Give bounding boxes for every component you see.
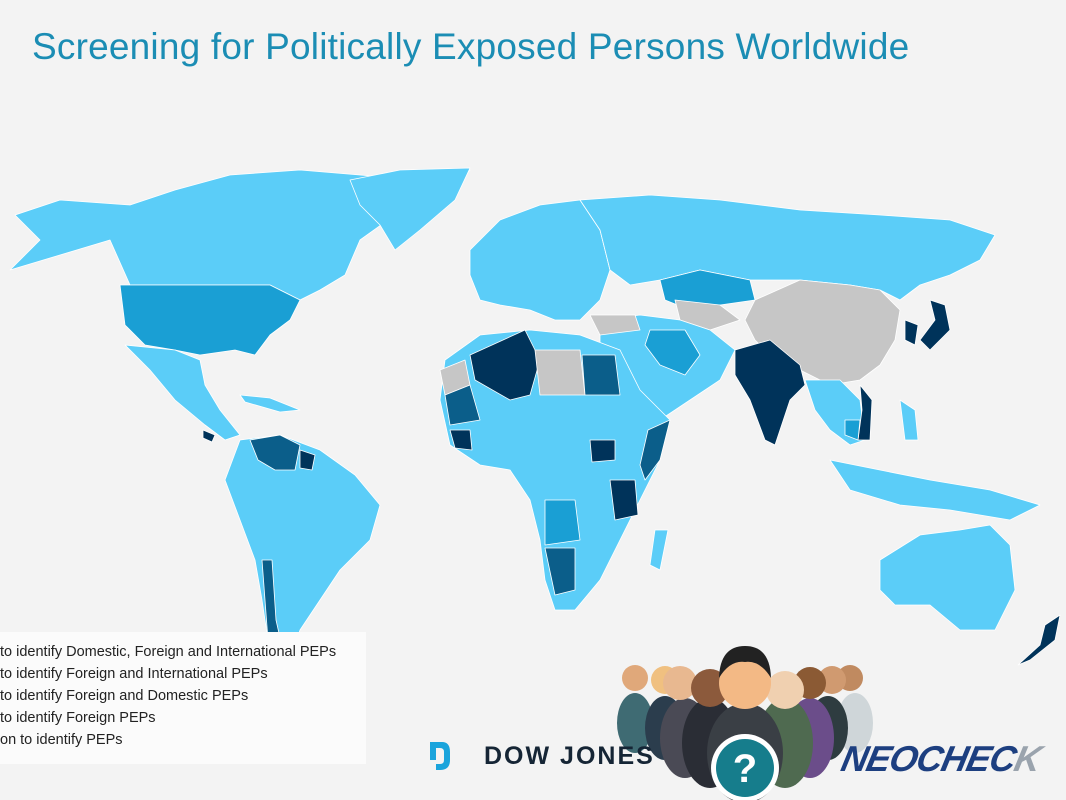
dow-jones-logo: DOW JONES — [428, 740, 655, 772]
region-india — [734, 339, 806, 446]
dow-jones-mark-icon — [430, 742, 450, 770]
region-canada-alaska — [9, 169, 471, 301]
region-caribbean — [239, 394, 301, 413]
region-turkey-gray — [589, 314, 641, 336]
region-angola — [544, 499, 581, 546]
region-vietnam — [857, 384, 873, 441]
region-europe — [469, 199, 611, 321]
region-indonesia — [829, 459, 1041, 521]
region-madagascar — [649, 529, 669, 571]
region-africa — [439, 329, 671, 611]
region-iran — [644, 329, 701, 376]
people-illustration: ? — [617, 646, 873, 800]
region-somalia — [639, 419, 671, 481]
region-algeria — [469, 329, 541, 401]
legend-item: to identify Foreign and International PE… — [0, 666, 268, 682]
region-tanzania — [609, 479, 639, 521]
region-guinea — [449, 429, 473, 451]
region-south-sudan — [589, 439, 616, 463]
region-korea — [904, 319, 919, 346]
region-namibia — [544, 547, 576, 596]
map-legend: to identify Domestic, Foreign and Intern… — [0, 632, 366, 764]
legend-item: to identify Foreign PEPs — [0, 710, 156, 726]
region-australia — [879, 524, 1016, 631]
region-greenland — [349, 167, 471, 251]
neocheck-wordmark: NEOCHEC — [837, 738, 1020, 779]
region-guyana — [299, 449, 316, 471]
region-cambodia — [844, 419, 861, 441]
question-mark-icon: ? — [733, 747, 757, 791]
region-mexico-central — [124, 344, 241, 441]
neocheck-logo: NEOCHECK — [838, 738, 1045, 780]
dow-jones-wordmark: DOW JONES — [484, 741, 655, 770]
region-usa — [119, 284, 301, 356]
legend-item: to identify Foreign and Domestic PEPs — [0, 688, 249, 704]
region-libya-gray — [534, 349, 586, 396]
region-kazakhstan — [659, 269, 756, 311]
region-mauritania — [444, 384, 481, 426]
region-japan — [919, 299, 951, 351]
region-venezuela — [249, 434, 301, 471]
page-title: Screening for Politically Exposed Person… — [32, 26, 910, 67]
region-new-zealand — [1017, 614, 1061, 666]
region-philippines — [899, 399, 919, 441]
region-egypt — [581, 354, 621, 396]
legend-item: to identify Domestic, Foreign and Intern… — [0, 644, 337, 660]
region-central-dark — [202, 429, 216, 443]
region-central-asia-gray — [674, 299, 741, 331]
region-russia — [579, 194, 996, 301]
legend-item: on to identify PEPs — [0, 732, 123, 748]
